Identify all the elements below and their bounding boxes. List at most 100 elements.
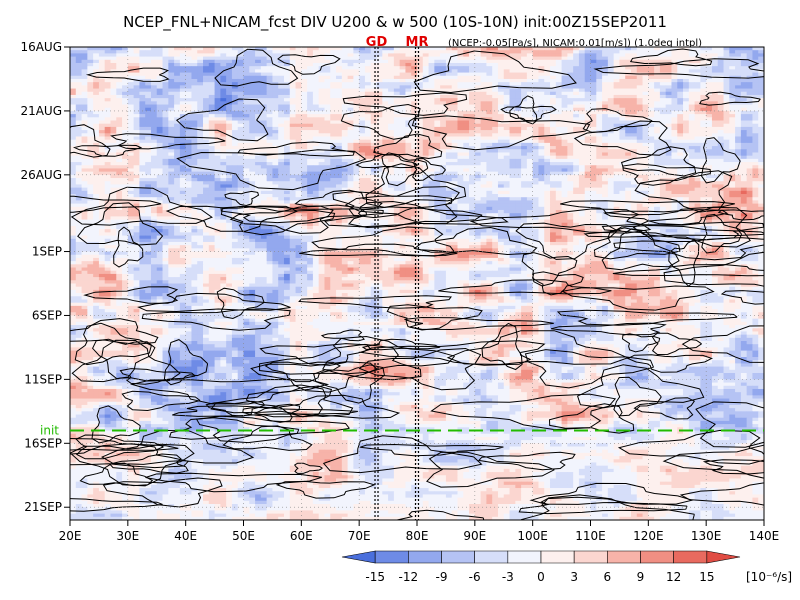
field-cell bbox=[717, 155, 724, 160]
field-cell bbox=[474, 47, 482, 51]
field-cell bbox=[607, 104, 615, 109]
field-cell bbox=[179, 152, 187, 157]
field-cell bbox=[521, 114, 528, 118]
field-cell bbox=[607, 162, 615, 166]
field-cell bbox=[746, 152, 753, 157]
field-cell bbox=[555, 146, 562, 150]
field-cell bbox=[156, 50, 163, 54]
field-cell bbox=[613, 110, 620, 115]
field-cell bbox=[93, 56, 100, 61]
field-cell bbox=[353, 126, 360, 131]
field-cell bbox=[330, 62, 337, 67]
field-cell bbox=[723, 136, 730, 141]
field-cell bbox=[486, 62, 493, 67]
field-cell bbox=[104, 168, 111, 173]
field-cell bbox=[561, 174, 568, 179]
field-cell bbox=[480, 142, 487, 147]
field-cell bbox=[648, 91, 655, 96]
field-cell bbox=[659, 50, 667, 54]
field-cell bbox=[422, 130, 429, 134]
field-cell bbox=[550, 155, 557, 160]
field-cell bbox=[683, 56, 690, 61]
field-cell bbox=[665, 75, 672, 80]
field-cell bbox=[515, 126, 522, 131]
field-cell bbox=[492, 91, 499, 96]
field-cell bbox=[526, 101, 534, 105]
field-cell bbox=[214, 69, 221, 73]
field-cell bbox=[688, 114, 695, 118]
field-cell bbox=[364, 72, 372, 77]
field-cell bbox=[370, 85, 377, 89]
field-cell bbox=[486, 78, 493, 83]
field-cell bbox=[457, 165, 464, 169]
field-cell bbox=[665, 146, 672, 150]
field-cell bbox=[150, 120, 158, 125]
field-cell bbox=[532, 47, 539, 51]
field-cell bbox=[711, 142, 719, 147]
field-cell bbox=[208, 47, 215, 51]
field-cell bbox=[191, 162, 198, 166]
field-cell bbox=[417, 53, 424, 57]
field-cell bbox=[226, 123, 233, 128]
field-cell bbox=[174, 62, 181, 67]
field-cell bbox=[677, 165, 684, 169]
field-cell bbox=[636, 165, 643, 169]
field-cell bbox=[526, 98, 534, 102]
field-cell bbox=[226, 47, 233, 51]
field-cell bbox=[191, 94, 198, 99]
field-cell bbox=[312, 62, 320, 67]
field-cell bbox=[445, 171, 453, 176]
field-cell bbox=[497, 85, 505, 89]
field-cell bbox=[538, 171, 545, 176]
field-cell bbox=[671, 56, 678, 61]
field-cell bbox=[515, 123, 522, 128]
field-cell bbox=[683, 168, 690, 173]
field-cell bbox=[150, 130, 158, 134]
field-cell bbox=[636, 142, 643, 147]
field-cell bbox=[122, 78, 129, 83]
field-cell bbox=[150, 82, 158, 86]
field-cell bbox=[278, 174, 285, 179]
field-cell bbox=[399, 114, 406, 118]
field-cell bbox=[156, 82, 163, 86]
field-cell bbox=[654, 47, 661, 51]
field-cell bbox=[509, 158, 516, 163]
field-cell bbox=[122, 162, 129, 166]
field-cell bbox=[578, 78, 586, 83]
field-cell bbox=[630, 123, 638, 128]
field-cell bbox=[509, 155, 516, 160]
field-cell bbox=[185, 101, 192, 105]
field-cell bbox=[625, 165, 632, 169]
field-cell bbox=[457, 171, 464, 176]
field-cell bbox=[503, 136, 510, 141]
field-cell bbox=[509, 107, 516, 112]
field-cell bbox=[706, 142, 713, 147]
field-cell bbox=[451, 165, 458, 169]
field-cell bbox=[544, 126, 551, 131]
field-cell bbox=[388, 130, 395, 134]
field-cell bbox=[255, 62, 262, 67]
field-cell bbox=[509, 120, 516, 125]
field-cell bbox=[532, 82, 539, 86]
field-cell bbox=[203, 174, 210, 179]
field-cell bbox=[613, 82, 620, 86]
field-cell bbox=[428, 136, 435, 141]
field-cell bbox=[237, 88, 244, 93]
field-cell bbox=[654, 152, 661, 157]
field-cell bbox=[98, 120, 106, 125]
field-cell bbox=[370, 82, 377, 86]
field-cell bbox=[648, 162, 655, 166]
field-cell bbox=[561, 75, 568, 80]
field-cell bbox=[596, 50, 603, 54]
field-cell bbox=[122, 126, 129, 131]
field-cell bbox=[434, 107, 441, 112]
field-cell bbox=[740, 142, 748, 147]
field-cell bbox=[104, 123, 111, 128]
field-cell bbox=[613, 158, 620, 163]
field-cell bbox=[532, 94, 539, 99]
field-cell bbox=[330, 78, 337, 83]
field-cell bbox=[578, 56, 586, 61]
field-cell bbox=[220, 120, 227, 125]
field-cell bbox=[197, 117, 204, 121]
field-cell bbox=[463, 85, 470, 89]
